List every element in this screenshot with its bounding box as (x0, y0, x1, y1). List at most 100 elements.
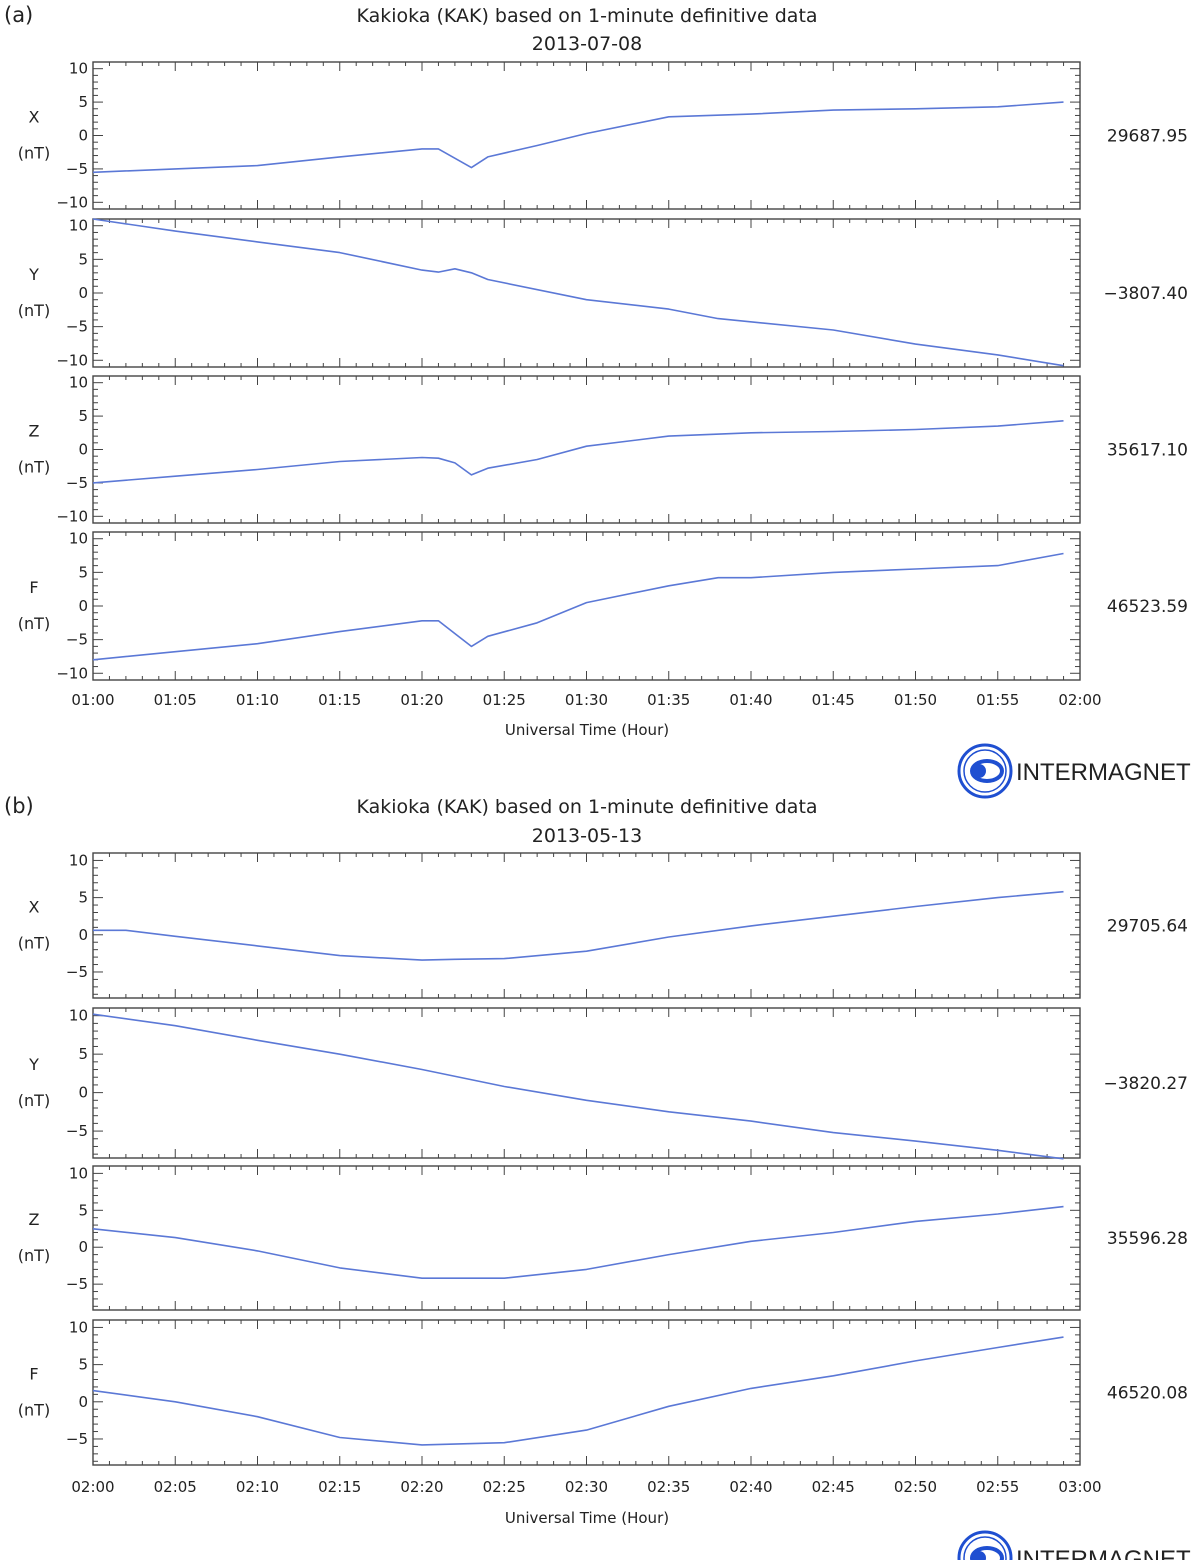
baseline-value: 35596.28 (1107, 1229, 1188, 1249)
y-tick-label: 5 (78, 250, 88, 268)
x-tick-label: 03:00 (1058, 1478, 1101, 1496)
y-tick-label: −10 (56, 193, 88, 211)
series-line-f (92, 552, 1064, 661)
y-tick-label: 10 (69, 60, 88, 78)
plot-frame (92, 375, 1081, 524)
figure-b: (b) Kakioka (KAK) based on 1-minute defin… (4, 794, 1191, 1560)
y-tick-label: 10 (69, 851, 88, 869)
intermagnet-logo-icon (957, 743, 1013, 799)
x-tick-label: 01:40 (729, 691, 772, 709)
x-tick-label: 02:10 (236, 1478, 279, 1496)
plot-frame (92, 852, 1081, 999)
intermagnet-logo-text: INTERMAGNET (1016, 759, 1191, 786)
y-tick-label: −10 (56, 664, 88, 682)
baseline-value: −3807.40 (1103, 284, 1188, 304)
unit-label: (nT) (18, 1401, 50, 1420)
intermagnet-logo: INTERMAGNET (957, 1530, 1191, 1560)
y-tick-label: −5 (66, 318, 88, 336)
y-tick-label: 0 (78, 926, 88, 944)
unit-label: (nT) (18, 614, 50, 633)
intermagnet-logo-text: INTERMAGNET (1016, 1546, 1191, 1560)
panel-y: −10 −5 0 5 10 Y (nT) −3807.40 (18, 217, 1188, 370)
baseline-value: 46523.59 (1107, 597, 1188, 617)
y-tick-label: 10 (69, 1007, 88, 1025)
series-line-z (92, 420, 1064, 484)
x-axis-title: Universal Time (Hour) (505, 721, 669, 739)
baseline-value: 46520.08 (1107, 1384, 1188, 1404)
series-line-y (92, 1013, 1064, 1160)
panel-x: −5 0 5 10 X (nT) 29705.64 (18, 851, 1188, 999)
y-tick-label: 0 (78, 1084, 88, 1102)
y-tick-label: −5 (66, 160, 88, 178)
panel-y: −5 0 5 10 Y (nT) −3820.27 (18, 1007, 1188, 1160)
plot-frame (92, 1007, 1081, 1159)
x-tick-label: 02:25 (483, 1478, 526, 1496)
y-tick-label: −5 (66, 631, 88, 649)
y-tick-label: 10 (69, 217, 88, 235)
x-tick-label: 02:20 (400, 1478, 443, 1496)
component-label: X (29, 108, 40, 127)
y-tick-label: 0 (78, 284, 88, 302)
x-tick-label: 01:45 (812, 691, 855, 709)
plot-frame (92, 1319, 1081, 1466)
x-tick-label: 01:50 (894, 691, 937, 709)
unit-label: (nT) (18, 1246, 50, 1265)
y-tick-label: −10 (56, 507, 88, 525)
intermagnet-logo-icon (957, 1530, 1013, 1560)
x-tick-label: 01:05 (154, 691, 197, 709)
x-tick-label: 02:15 (318, 1478, 361, 1496)
y-tick-label: −5 (66, 1275, 88, 1293)
chart-date: 2013-05-13 (532, 825, 642, 847)
panel-f: −10 −5 0 5 10 F (nT) 46523.59 (18, 530, 1188, 683)
y-tick-label: 0 (78, 597, 88, 615)
x-tick-label: 02:00 (1058, 691, 1101, 709)
component-label: F (29, 1365, 38, 1384)
unit-label: (nT) (18, 1091, 50, 1110)
y-tick-label: 5 (78, 1045, 88, 1063)
series-line-f (92, 1336, 1064, 1446)
x-tick-label: 02:45 (812, 1478, 855, 1496)
x-tick-label: 01:20 (400, 691, 443, 709)
chart-date: 2013-07-08 (532, 33, 642, 55)
component-label: Z (29, 1210, 40, 1229)
series-line-x (93, 890, 1064, 961)
plot-frame (92, 61, 1081, 210)
x-axis-title: Universal Time (Hour) (505, 1509, 669, 1527)
y-tick-label: 5 (78, 1356, 88, 1374)
y-tick-label: −5 (66, 963, 88, 981)
unit-label: (nT) (18, 934, 50, 953)
x-tick-label: 02:35 (647, 1478, 690, 1496)
y-tick-label: −5 (66, 474, 88, 492)
baseline-value: −3820.27 (1103, 1074, 1188, 1094)
x-tick-label: 01:10 (236, 691, 279, 709)
y-tick-label: 5 (78, 1201, 88, 1219)
x-tick-label: 01:25 (483, 691, 526, 709)
y-tick-label: 10 (69, 530, 88, 548)
chart-title: Kakioka (KAK) based on 1-minute definiti… (356, 5, 817, 27)
panel-z: −10 −5 0 5 10 Z (nT) 35617.10 (18, 374, 1188, 526)
plot-frame (92, 218, 1081, 368)
x-tick-label: 01:35 (647, 691, 690, 709)
y-tick-label: 5 (78, 407, 88, 425)
unit-label: (nT) (18, 301, 50, 320)
x-tick-label: 01:30 (565, 691, 608, 709)
x-tick-label: 02:40 (729, 1478, 772, 1496)
x-tick-label: 02:30 (565, 1478, 608, 1496)
x-tick-label: 02:55 (976, 1478, 1019, 1496)
y-tick-label: 0 (78, 441, 88, 459)
component-label: Z (29, 422, 40, 441)
y-tick-label: 0 (78, 1238, 88, 1256)
component-label: F (29, 578, 38, 597)
x-tick-label: 01:55 (976, 691, 1019, 709)
x-tick-label: 01:15 (318, 691, 361, 709)
y-tick-label: 10 (69, 1318, 88, 1336)
y-tick-label: −5 (66, 1122, 88, 1140)
baseline-value: 35617.10 (1107, 441, 1188, 461)
baseline-value: 29705.64 (1107, 917, 1188, 937)
y-tick-label: −5 (66, 1430, 88, 1448)
figure-a: (a) Kakioka (KAK) based on 1-minute defin… (4, 3, 1191, 799)
y-tick-label: 5 (78, 889, 88, 907)
x-tick-label: 01:00 (71, 691, 114, 709)
unit-label: (nT) (18, 144, 50, 163)
